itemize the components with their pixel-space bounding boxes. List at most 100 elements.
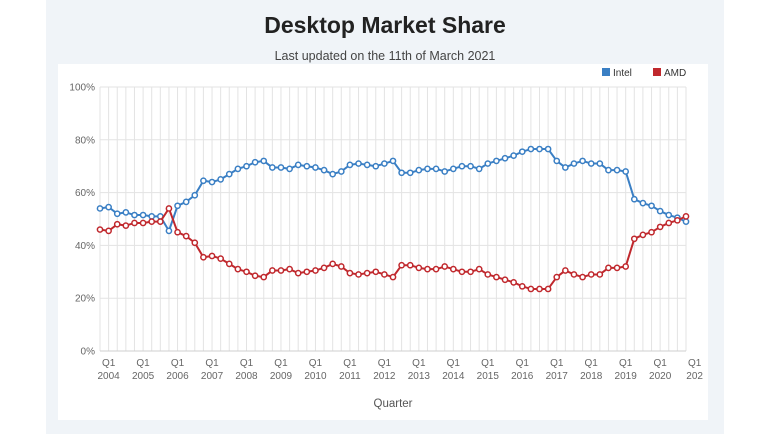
intel-data-point: [191, 191, 199, 199]
amd-data-point: [656, 223, 664, 231]
amd-data-point: [553, 273, 561, 281]
x-tick-quarter: Q1: [653, 358, 667, 369]
amd-data-point: [613, 264, 621, 272]
amd-data-point: [131, 219, 138, 227]
amd-data-point: [449, 265, 457, 273]
intel-data-point: [260, 157, 268, 165]
intel-data-point: [424, 165, 431, 173]
y-tick-label: 0%: [81, 347, 96, 358]
amd-data-point: [493, 273, 500, 281]
amd-data-point: [605, 264, 612, 272]
amd-data-point: [286, 265, 293, 273]
amd-data-point: [398, 261, 405, 269]
amd-data-point: [544, 285, 552, 293]
intel-data-point: [579, 157, 586, 165]
intel-data-point: [381, 160, 388, 167]
y-tick-label: 80%: [75, 135, 95, 146]
intel-data-point: [105, 203, 112, 211]
intel-data-point: [484, 160, 492, 167]
amd-data-point: [570, 271, 578, 278]
x-tick-quarter: Q1: [205, 358, 219, 369]
amd-data-point: [113, 220, 121, 228]
intel-data-point: [518, 148, 526, 156]
x-tick-year: 2008: [235, 371, 258, 382]
intel-data-point: [294, 161, 302, 169]
x-tick-year: 2007: [201, 371, 224, 382]
intel-data-point: [165, 227, 173, 235]
amd-data-point: [165, 205, 173, 212]
intel-data-point: [406, 169, 414, 177]
amd-data-point: [312, 267, 319, 274]
amd-data-point: [96, 226, 104, 233]
amd-data-point: [139, 219, 147, 227]
amd-data-point: [648, 228, 655, 236]
amd-data-point: [269, 267, 276, 274]
intel-data-point: [355, 160, 362, 167]
intel-data-point: [217, 176, 224, 183]
intel-data-point: [467, 162, 474, 170]
grid-lines: [99, 86, 687, 352]
amd-data-point: [579, 273, 586, 281]
intel-legend-label: Intel: [613, 68, 632, 79]
amd-data-point: [148, 218, 156, 225]
intel-data-point: [449, 165, 457, 173]
amd-data-point: [389, 273, 397, 281]
intel-data-point: [475, 165, 483, 173]
amd-data-point: [527, 285, 535, 293]
y-tick-label: 40%: [75, 241, 95, 252]
amd-data-point: [182, 232, 190, 240]
intel-data-point: [536, 145, 543, 153]
intel-data-point: [510, 152, 517, 159]
y-tick-label: 20%: [75, 294, 95, 305]
amd-data-point: [587, 271, 595, 278]
amd-data-point: [329, 260, 337, 268]
amd-data-point: [484, 271, 492, 278]
intel-data-point: [174, 202, 181, 210]
x-tick-quarter: Q1: [136, 358, 150, 369]
amd-data-point: [630, 235, 638, 243]
amd-data-point: [467, 268, 474, 276]
amd-data-point: [251, 272, 259, 280]
intel-data-point: [441, 168, 449, 175]
amd-data-point: [458, 268, 466, 276]
intel-data-point: [200, 177, 207, 185]
y-tick-label: 60%: [75, 188, 95, 199]
intel-data-point: [398, 169, 405, 177]
intel-data-point: [113, 210, 121, 218]
chart-subtitle: Last updated on the 11th of March 2021: [274, 49, 496, 63]
intel-data-point: [346, 161, 354, 169]
x-tick-quarter: Q1: [274, 358, 288, 369]
x-tick-quarter: Q1: [412, 358, 426, 369]
intel-data-point: [415, 166, 423, 174]
x-tick-year: 2016: [511, 371, 534, 382]
amd-data-point: [200, 253, 207, 261]
amd-data-point: [277, 267, 285, 274]
intel-data-point: [182, 198, 190, 206]
intel-data-point: [527, 145, 535, 153]
intel-data-point: [139, 211, 147, 219]
line-chart: 0% 20% 40% 60% 80% 100% Q1 2004 Q1 2005 Q1 2006 Q1 2…: [69, 68, 703, 410]
x-tick-year: 2015: [477, 371, 500, 382]
intel-data-point: [458, 162, 466, 170]
intel-data-point: [648, 202, 655, 210]
amd-data-point: [501, 276, 509, 284]
amd-data-point: [536, 285, 543, 293]
intel-data-point: [303, 162, 311, 170]
intel-data-point: [544, 145, 552, 153]
intel-data-point: [286, 165, 293, 173]
amd-data-point: [510, 279, 517, 286]
x-tick-quarter: Q1: [102, 358, 116, 369]
intel-data-point: [269, 164, 276, 171]
x-tick-quarter: Q1: [343, 358, 357, 369]
x-tick-quarter: Q1: [550, 358, 564, 369]
intel-data-point: [122, 209, 130, 216]
x-tick-year: 2017: [546, 371, 569, 382]
intel-data-point: [243, 162, 250, 170]
intel-data-point: [493, 157, 500, 165]
amd-data-point: [432, 265, 440, 273]
intel-data-point: [553, 157, 561, 165]
intel-legend-swatch: [602, 68, 610, 76]
legend[interactable]: Intel AMD: [602, 68, 686, 79]
intel-data-point: [208, 178, 216, 186]
amd-data-point: [303, 268, 311, 276]
